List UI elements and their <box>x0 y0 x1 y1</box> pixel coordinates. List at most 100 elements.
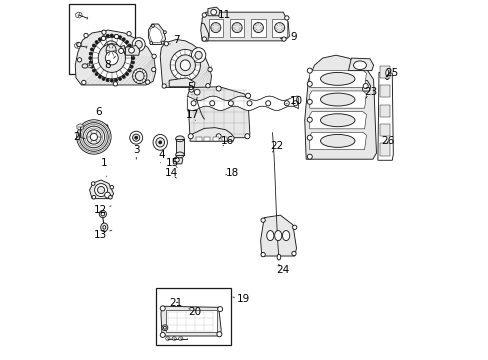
Ellipse shape <box>217 307 222 312</box>
Ellipse shape <box>306 135 312 140</box>
Ellipse shape <box>170 49 200 81</box>
Text: 16: 16 <box>220 136 233 146</box>
Polygon shape <box>75 12 82 18</box>
Ellipse shape <box>101 223 108 231</box>
Ellipse shape <box>114 62 119 67</box>
Ellipse shape <box>151 67 156 72</box>
Bar <box>379 124 389 136</box>
Ellipse shape <box>284 16 288 20</box>
Ellipse shape <box>128 69 131 72</box>
Ellipse shape <box>91 182 95 185</box>
Text: 1: 1 <box>101 158 107 176</box>
Polygon shape <box>196 137 202 140</box>
Text: 14: 14 <box>164 168 177 178</box>
Ellipse shape <box>175 136 184 141</box>
Ellipse shape <box>130 65 133 68</box>
Ellipse shape <box>77 42 81 46</box>
Polygon shape <box>260 215 296 256</box>
Text: 15: 15 <box>165 158 178 168</box>
Ellipse shape <box>202 13 206 17</box>
Ellipse shape <box>129 131 142 144</box>
Polygon shape <box>221 137 227 140</box>
Polygon shape <box>362 80 370 91</box>
Ellipse shape <box>320 114 354 127</box>
Ellipse shape <box>216 86 221 91</box>
Polygon shape <box>207 7 220 16</box>
Ellipse shape <box>195 51 202 59</box>
Ellipse shape <box>110 185 113 189</box>
Ellipse shape <box>77 120 111 154</box>
Ellipse shape <box>306 99 312 104</box>
Ellipse shape <box>90 48 93 51</box>
Polygon shape <box>348 58 373 71</box>
Bar <box>251 19 265 37</box>
Ellipse shape <box>90 65 93 68</box>
Ellipse shape <box>135 136 137 139</box>
Ellipse shape <box>160 306 165 311</box>
Text: 3: 3 <box>133 144 140 159</box>
Bar <box>208 19 223 37</box>
Ellipse shape <box>110 79 113 82</box>
Ellipse shape <box>135 71 144 81</box>
Text: 19: 19 <box>232 294 250 304</box>
Ellipse shape <box>135 41 142 48</box>
Ellipse shape <box>282 230 289 240</box>
Ellipse shape <box>86 130 101 144</box>
Text: 17: 17 <box>185 111 199 121</box>
Ellipse shape <box>175 55 195 76</box>
Polygon shape <box>161 306 221 336</box>
Ellipse shape <box>132 134 140 141</box>
Polygon shape <box>201 12 289 41</box>
Ellipse shape <box>180 60 190 71</box>
Ellipse shape <box>306 154 312 159</box>
Ellipse shape <box>125 73 128 76</box>
Polygon shape <box>304 55 376 159</box>
Ellipse shape <box>159 141 162 144</box>
Ellipse shape <box>188 87 194 92</box>
Ellipse shape <box>108 195 112 199</box>
Ellipse shape <box>274 23 284 33</box>
Ellipse shape <box>102 77 105 80</box>
Bar <box>69 4 135 74</box>
Bar <box>379 143 389 156</box>
Text: 9: 9 <box>280 32 297 41</box>
Ellipse shape <box>126 32 131 36</box>
Ellipse shape <box>128 47 134 53</box>
Ellipse shape <box>292 225 296 229</box>
Polygon shape <box>149 27 163 42</box>
Polygon shape <box>201 23 208 41</box>
Ellipse shape <box>89 61 92 64</box>
Ellipse shape <box>306 81 312 86</box>
Text: 22: 22 <box>269 141 283 152</box>
Ellipse shape <box>163 326 166 329</box>
Polygon shape <box>165 337 170 340</box>
Ellipse shape <box>284 101 289 106</box>
Bar <box>166 310 216 332</box>
Ellipse shape <box>162 325 167 330</box>
Polygon shape <box>77 124 83 130</box>
Ellipse shape <box>265 101 270 106</box>
Ellipse shape <box>95 41 98 44</box>
Ellipse shape <box>92 69 95 72</box>
Polygon shape <box>178 337 183 340</box>
Ellipse shape <box>216 134 221 139</box>
Ellipse shape <box>191 101 196 106</box>
Ellipse shape <box>306 117 312 122</box>
Ellipse shape <box>119 48 123 53</box>
Ellipse shape <box>151 24 154 27</box>
Ellipse shape <box>175 158 179 162</box>
Ellipse shape <box>101 36 105 41</box>
Ellipse shape <box>90 134 97 140</box>
Bar <box>379 104 389 117</box>
Ellipse shape <box>210 9 216 15</box>
Ellipse shape <box>114 35 117 37</box>
Ellipse shape <box>384 67 389 80</box>
Ellipse shape <box>261 252 265 257</box>
Polygon shape <box>175 139 184 155</box>
Text: 25: 25 <box>385 68 398 78</box>
Ellipse shape <box>95 73 98 76</box>
Bar <box>229 19 244 37</box>
Polygon shape <box>125 45 140 55</box>
Ellipse shape <box>202 37 206 41</box>
Ellipse shape <box>122 38 125 41</box>
